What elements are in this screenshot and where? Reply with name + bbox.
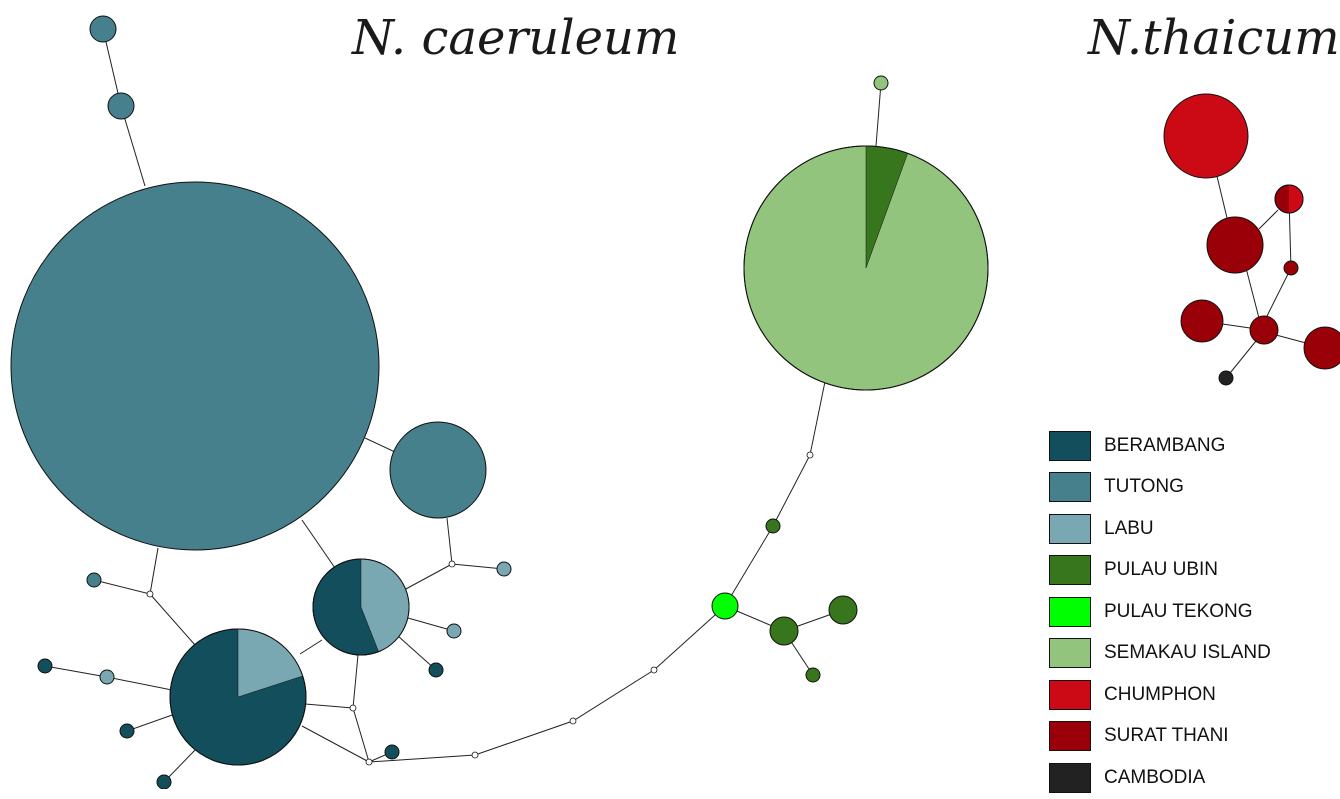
haplotype-node [828, 595, 858, 625]
haplotype-node [1303, 326, 1340, 370]
legend-label: SEMAKAU ISLAND [1104, 642, 1271, 664]
title-n-caeruleum: N. caeruleum [352, 10, 680, 66]
legend-swatch [1049, 430, 1091, 461]
haplotype-node [10, 181, 380, 551]
haplotype-node [711, 592, 739, 620]
haplotype-node [769, 616, 799, 646]
legend-item-labu: LABU [1049, 508, 1271, 550]
legend-item-pulau-ubin: PULAU UBIN [1049, 550, 1271, 592]
legend-swatch [1049, 638, 1091, 669]
haplotype-node [428, 662, 444, 678]
haplotype-node [446, 623, 462, 639]
legend-label: TUTONG [1104, 476, 1184, 498]
haplotype-node [765, 518, 781, 534]
median-vector [146, 590, 154, 598]
legend-label: CHUMPHON [1104, 683, 1216, 705]
legend-swatch [1049, 596, 1091, 627]
legend-label: PULAU UBIN [1104, 559, 1219, 581]
haplotype-node [1163, 93, 1249, 179]
median-vector [349, 704, 357, 712]
haplotype-pie-node [743, 145, 989, 391]
haplotype-node [1180, 299, 1224, 343]
legend: BERAMBANG TUTONG LABU PULAU UBIN PULAU T… [1049, 425, 1271, 799]
haplotype-node [89, 15, 117, 43]
haplotype-pie-node [169, 628, 307, 766]
haplotype-node [389, 421, 487, 519]
haplotype-node [1283, 260, 1299, 276]
haplotype-pie-node [1274, 184, 1304, 214]
haplotype-pie-node [312, 558, 410, 656]
haplotype-node [1218, 370, 1234, 386]
median-vector [448, 560, 456, 568]
haplotype-node [805, 667, 821, 683]
haplotype-node [107, 92, 135, 120]
legend-label: SURAT THANI [1104, 725, 1229, 747]
legend-item-surat-thani: SURAT THANI [1049, 716, 1271, 758]
legend-swatch [1049, 472, 1091, 503]
legend-swatch [1049, 721, 1091, 752]
network-nodes [10, 15, 1340, 789]
haplotype-node [1249, 315, 1279, 345]
legend-item-pulau-tekong: PULAU TEKONG [1049, 591, 1271, 633]
network-edges [44, 28, 1307, 783]
median-vector [650, 666, 658, 674]
haplotype-node [873, 75, 889, 91]
legend-item-berambang: BERAMBANG [1049, 425, 1271, 467]
legend-item-semakau-island: SEMAKAU ISLAND [1049, 633, 1271, 675]
legend-item-chumphon: CHUMPHON [1049, 674, 1271, 716]
median-vector [569, 717, 577, 725]
haplotype-node [156, 774, 172, 789]
legend-label: LABU [1104, 517, 1154, 539]
legend-swatch [1049, 762, 1091, 793]
legend-label: BERAMBANG [1104, 434, 1226, 456]
haplotype-node [86, 572, 102, 588]
legend-item-cambodia: CAMBODIA [1049, 757, 1271, 799]
legend-swatch [1049, 513, 1091, 544]
legend-swatch [1049, 555, 1091, 586]
title-n-thaicum: N.thaicum [1088, 10, 1340, 66]
haplotype-node [119, 723, 135, 739]
haplotype-node [496, 561, 512, 577]
median-vector [471, 751, 479, 759]
legend-swatch [1049, 679, 1091, 710]
legend-label: PULAU TEKONG [1104, 600, 1253, 622]
median-vector [806, 451, 814, 459]
median-vector [365, 758, 373, 766]
legend-label: CAMBODIA [1104, 766, 1206, 788]
haplotype-node [99, 669, 115, 685]
haplotype-node [384, 744, 400, 760]
legend-item-tutong: TUTONG [1049, 467, 1271, 509]
haplotype-node [1206, 216, 1264, 274]
haplotype-node [37, 658, 53, 674]
